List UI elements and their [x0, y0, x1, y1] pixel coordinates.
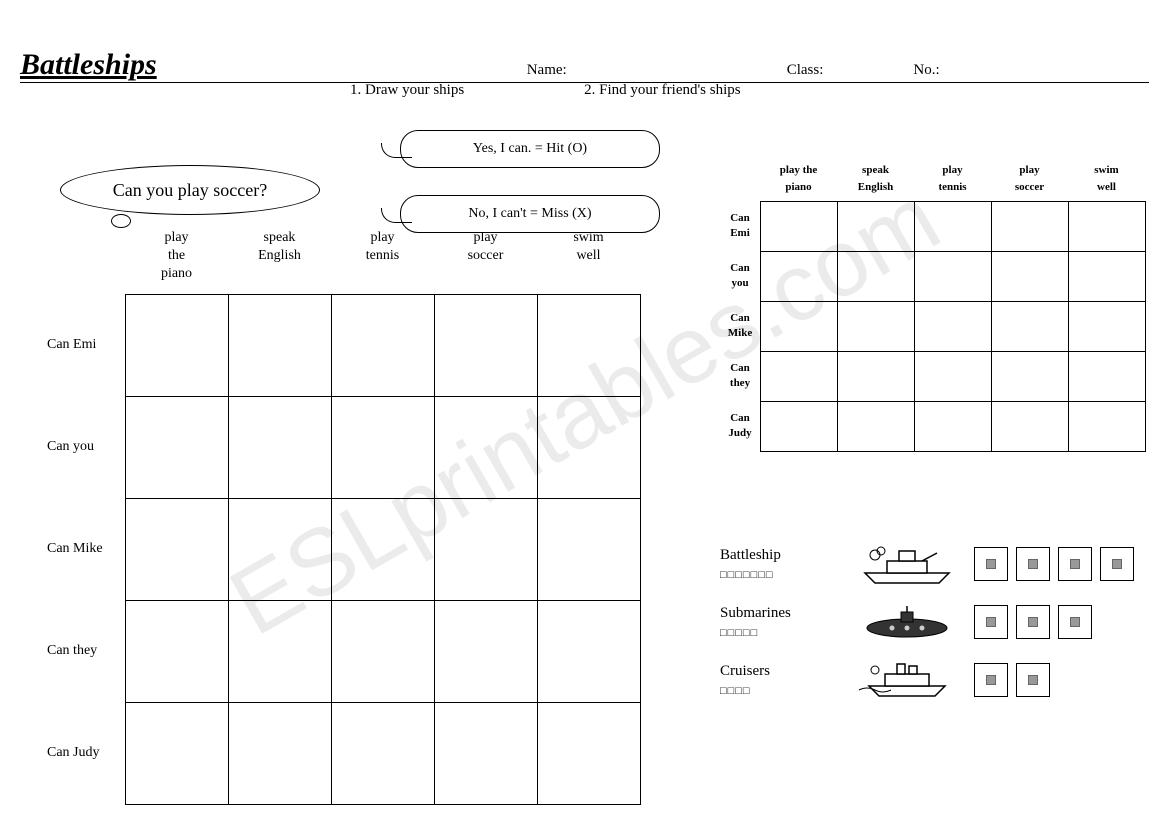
submarines-sub: □□□□□ — [720, 625, 840, 643]
friend-grid-table — [760, 201, 1146, 452]
submarines-boxes — [974, 605, 1092, 639]
page-title: Battleships — [20, 48, 157, 82]
battleship-icon — [852, 543, 962, 585]
submarine-icon — [852, 604, 962, 640]
battleship-label: Battleship — [720, 543, 840, 567]
col-head-0: playthepiano — [125, 225, 228, 294]
row-label-1: Can you — [45, 396, 125, 498]
row-label-2: Can Mike — [45, 498, 125, 600]
small-col-2: playtennis — [914, 160, 991, 201]
friend-grid: play thepiano speakEnglish playtennis pl… — [720, 160, 1146, 452]
small-row-4: CanJudy — [720, 401, 760, 451]
col-head-1: speakEnglish — [228, 225, 331, 294]
ship-legend: Battleship □□□□□□□ Submarines □□□□□ — [720, 535, 1140, 709]
small-row-1: Canyou — [720, 251, 760, 301]
answer-miss-bubble: No, I can't = Miss (X) — [400, 195, 660, 233]
main-grid: playthepiano speakEnglish playtennis pla… — [45, 225, 641, 805]
small-col-1: speakEnglish — [837, 160, 914, 201]
class-label: Class: — [787, 62, 824, 79]
submarines-label: Submarines — [720, 601, 840, 625]
header: Battleships Name: Class: No.: — [20, 48, 1149, 83]
row-label-4: Can Judy — [45, 702, 125, 804]
col-head-4: swimwell — [537, 225, 640, 294]
answer-hit-bubble: Yes, I can. = Hit (O) — [400, 130, 660, 168]
no-label: No.: — [913, 62, 939, 79]
cruisers-boxes — [974, 663, 1050, 697]
cruiser-icon — [852, 660, 962, 700]
cruisers-label: Cruisers — [720, 659, 840, 683]
legend-submarines: Submarines □□□□□ — [720, 593, 1140, 651]
instruction-1: 1. Draw your ships — [350, 82, 464, 99]
cruisers-sub: □□□□ — [720, 683, 840, 701]
legend-cruisers: Cruisers □□□□ — [720, 651, 1140, 709]
small-row-3: Canthey — [720, 351, 760, 401]
col-head-2: playtennis — [331, 225, 434, 294]
small-col-4: swimwell — [1068, 160, 1145, 201]
legend-battleship: Battleship □□□□□□□ — [720, 535, 1140, 593]
col-head-3: playsoccer — [434, 225, 537, 294]
row-label-3: Can they — [45, 600, 125, 702]
small-row-2: CanMike — [720, 301, 760, 351]
row-label-0: Can Emi — [45, 294, 125, 396]
small-row-0: CanEmi — [720, 201, 760, 251]
small-col-3: playsoccer — [991, 160, 1068, 201]
battleship-sub: □□□□□□□ — [720, 567, 840, 585]
main-grid-table — [125, 294, 641, 805]
question-bubble: Can you play soccer? — [60, 165, 320, 215]
instruction-2: 2. Find your friend's ships — [584, 82, 740, 99]
instructions: 1. Draw your ships 2. Find your friend's… — [350, 82, 741, 99]
battleship-boxes — [974, 547, 1134, 581]
name-label: Name: — [527, 62, 567, 79]
small-col-0: play thepiano — [760, 160, 837, 201]
